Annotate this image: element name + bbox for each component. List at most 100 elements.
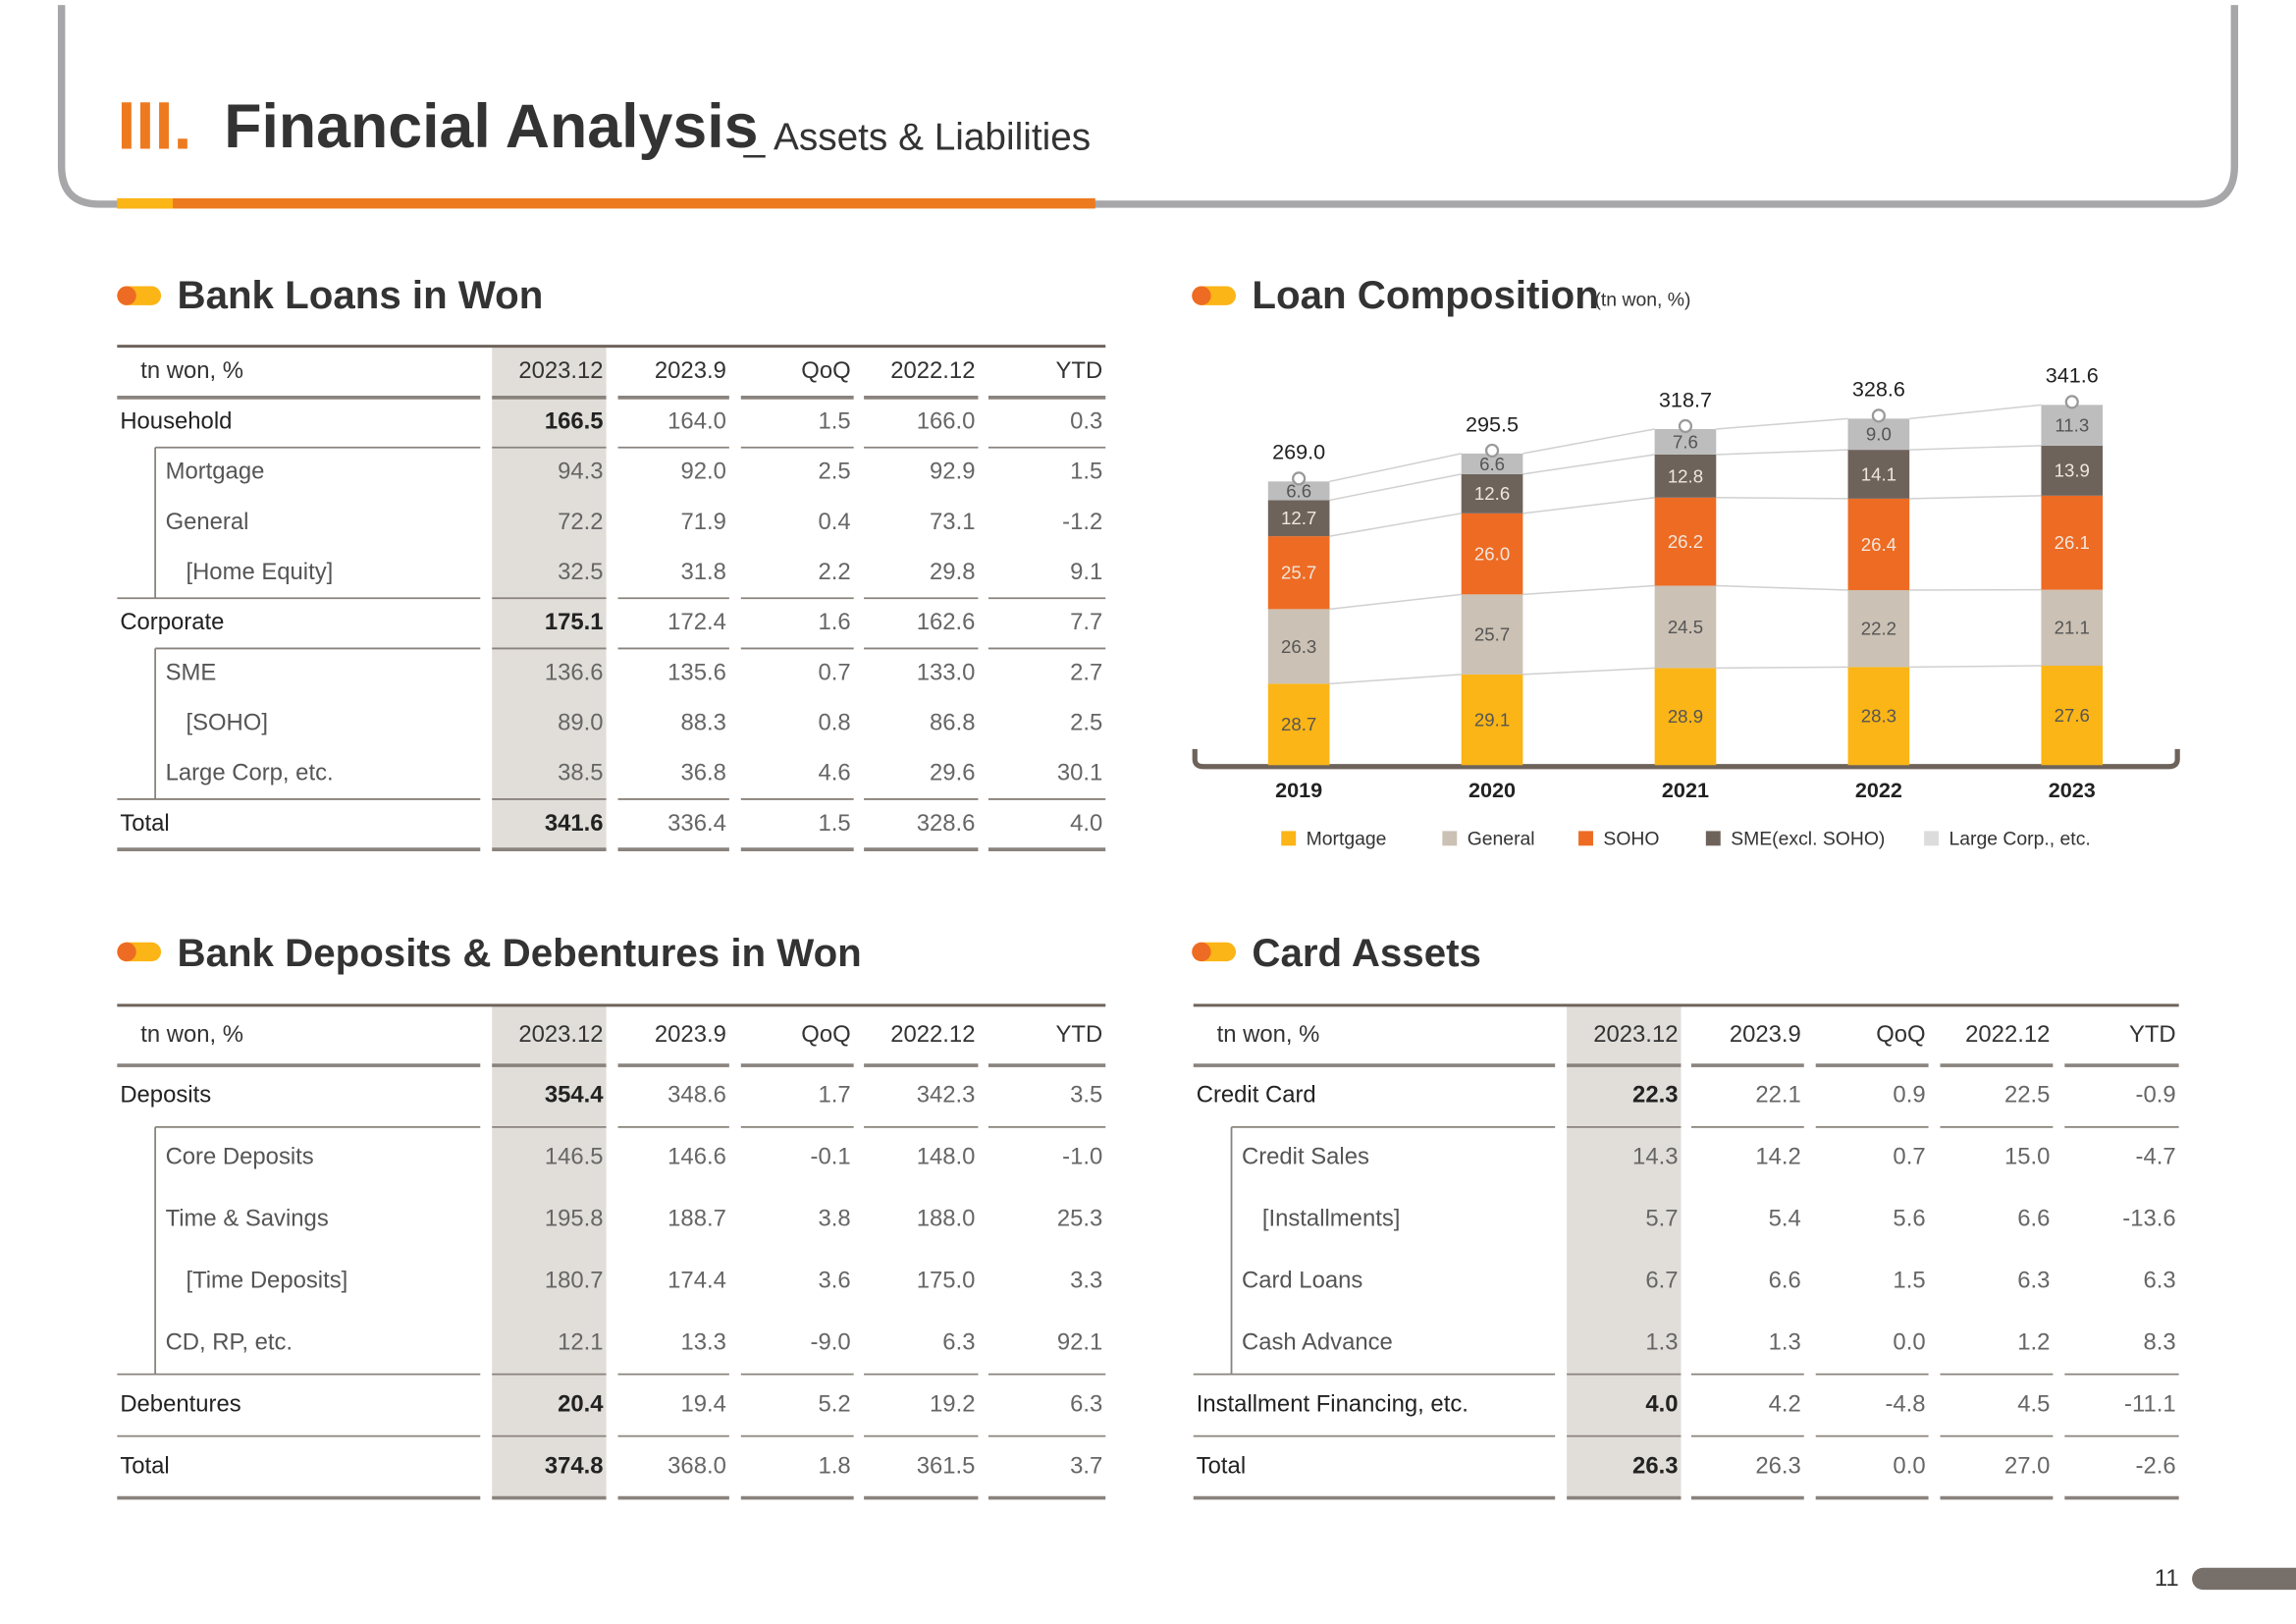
cell: 188.0 (917, 1206, 976, 1232)
row-label: Deposits (120, 1082, 211, 1109)
bar-segment (1461, 513, 1523, 595)
cell: 1.8 (819, 1452, 851, 1479)
cell: 29.8 (930, 559, 975, 585)
segment-label: 25.7 (1281, 563, 1316, 583)
cell: 4.2 (1769, 1390, 1801, 1417)
column-header: 2023.9 (1730, 1021, 1801, 1048)
total-marker (1292, 471, 1307, 486)
legend-swatch (1705, 831, 1721, 846)
connector (1329, 513, 1462, 537)
segment-label: 13.9 (2055, 460, 2090, 481)
section-icon (117, 286, 162, 305)
cell: 0.9 (1893, 1082, 1925, 1109)
cell: 0.7 (1893, 1144, 1925, 1170)
legend-label: SOHO (1603, 828, 1659, 849)
cell: -9.0 (811, 1328, 851, 1355)
cell: 0.4 (819, 509, 851, 535)
row-label: Time & Savings (166, 1206, 329, 1232)
cell: 166.0 (917, 408, 976, 435)
column-header: 2023.12 (1593, 1021, 1678, 1048)
cell: 146.5 (545, 1144, 604, 1170)
cell: 92.9 (930, 459, 975, 485)
bar-segment (1654, 668, 1717, 766)
total-marker (1678, 418, 1693, 434)
segment-label: 7.6 (1673, 431, 1698, 452)
row-label: CD, RP, etc. (166, 1328, 294, 1355)
segment-label: 6.6 (1479, 454, 1505, 474)
cell: -4.8 (1885, 1390, 1925, 1417)
bar-segment (1267, 536, 1330, 610)
cell: 374.8 (545, 1452, 604, 1479)
bar-segment (2041, 589, 2104, 667)
column-header: 2022.12 (890, 357, 975, 384)
cell: 1.5 (1893, 1268, 1925, 1294)
highlight-column (1567, 1004, 1682, 1498)
bar-segment (1461, 473, 1523, 514)
column-header: QoQ (801, 357, 850, 384)
segment-label: 28.3 (1861, 706, 1896, 727)
total-label: 341.6 (2046, 363, 2099, 388)
cell: 5.4 (1769, 1206, 1801, 1232)
cell: 3.7 (1070, 1452, 1102, 1479)
cell: 36.8 (680, 760, 725, 786)
total-label: 295.5 (1466, 411, 1519, 436)
cell: -1.2 (1062, 509, 1102, 535)
bar-segment (1847, 667, 1910, 766)
connector (1329, 674, 1462, 685)
cell: 175.0 (917, 1268, 976, 1294)
cell: 38.5 (558, 760, 603, 786)
row-label: [SOHO] (186, 709, 268, 735)
cell: 3.5 (1070, 1082, 1102, 1109)
bar-segment (2041, 445, 2104, 496)
cell: 25.3 (1057, 1206, 1102, 1232)
row-label: Core Deposits (166, 1144, 314, 1170)
section-icon (1192, 942, 1237, 962)
row-label: [Time Deposits] (186, 1268, 347, 1294)
cell: 146.6 (667, 1144, 726, 1170)
cell: 188.7 (667, 1206, 726, 1232)
bar-segment (1654, 428, 1717, 455)
row-label: Mortgage (166, 459, 265, 485)
cell: 2.7 (1070, 659, 1102, 685)
connector (1716, 417, 1848, 430)
bar-segment (1267, 683, 1330, 766)
cell: 22.5 (2004, 1082, 2050, 1109)
row-label: SME (166, 659, 217, 685)
legend-label: Large Corp., etc. (1949, 828, 2090, 849)
connector (1522, 584, 1655, 596)
row-label: Total (1197, 1452, 1246, 1479)
row-label: Credit Card (1197, 1082, 1316, 1109)
cell: 6.6 (1769, 1268, 1801, 1294)
connector (1716, 449, 1848, 456)
connector (1329, 593, 1462, 611)
bar-segment (1654, 454, 1717, 498)
legend-swatch (1578, 831, 1593, 846)
row-label: Household (120, 408, 232, 435)
cell: 162.6 (917, 609, 976, 635)
row-label: Debentures (120, 1390, 240, 1417)
total-marker (1484, 443, 1500, 458)
cell: 92.1 (1057, 1328, 1102, 1355)
connector (1522, 667, 1655, 676)
cell: 6.7 (1645, 1268, 1678, 1294)
cell: 166.5 (545, 408, 604, 435)
cell: 368.0 (667, 1452, 726, 1479)
header-frame (57, 5, 2239, 208)
row-label: Card Loans (1242, 1268, 1362, 1294)
row-label: [Installments] (1262, 1206, 1401, 1232)
cell: 4.0 (1645, 1390, 1678, 1417)
page-subtitle: _ Assets & Liabilities (743, 117, 1091, 159)
bar-segment (1267, 481, 1330, 501)
cell: 31.8 (680, 559, 725, 585)
page-tab (2192, 1567, 2296, 1591)
cell: 336.4 (667, 810, 726, 837)
cell: -13.6 (2122, 1206, 2175, 1232)
row-label: Total (120, 810, 169, 837)
highlight-column (492, 1004, 607, 1498)
cell: 2.5 (1070, 709, 1102, 735)
column-header: 2023.9 (655, 357, 726, 384)
cell: 342.3 (917, 1082, 976, 1109)
cell: 13.3 (680, 1328, 725, 1355)
cell: 175.1 (545, 609, 604, 635)
page-title: Financial Analysis (224, 92, 758, 161)
